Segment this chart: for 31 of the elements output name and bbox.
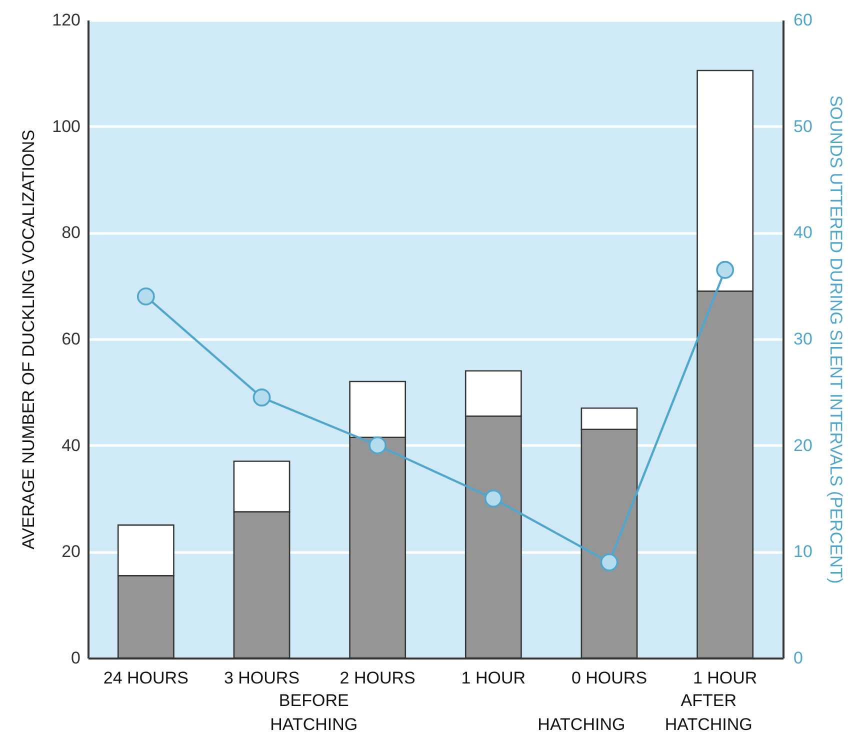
y2-tick-label: 20 bbox=[794, 436, 812, 455]
y2-tick-label: 0 bbox=[794, 648, 803, 668]
y2-tick-label: 50 bbox=[794, 116, 812, 136]
x-tick-label: 0 HOURS bbox=[571, 668, 648, 688]
y2-axis-title: SOUNDS UTTERED DURING SILENT INTERVALS (PERCENT) bbox=[826, 95, 846, 584]
point bbox=[252, 388, 271, 406]
point bbox=[716, 260, 734, 279]
y-tick-label: 40 bbox=[62, 436, 80, 455]
point bbox=[368, 436, 387, 454]
y-axis-title: AVERAGE NUMBER OF DUCKLING VOCALIZATIONS bbox=[19, 130, 38, 550]
text: BEFORE HATCHING bbox=[270, 690, 358, 736]
x-tick-label: 1 HOUR bbox=[461, 668, 526, 688]
point bbox=[600, 553, 618, 572]
text: AFTER HATCHING bbox=[664, 690, 752, 736]
point bbox=[136, 288, 155, 306]
y2-tick-label: 60 bbox=[794, 10, 812, 30]
x-tick-label: 2 HOURS bbox=[340, 668, 416, 688]
y2-tick-label: 30 bbox=[794, 330, 812, 348]
y-tick-label: 100 bbox=[52, 116, 80, 136]
y-tick-label: 0 bbox=[71, 648, 80, 668]
y2-tick-label: 40 bbox=[794, 223, 812, 242]
y-tick-label: 80 bbox=[62, 223, 80, 242]
text: HATCHING bbox=[538, 714, 626, 736]
x-tick-label: 1 HOUR bbox=[692, 668, 758, 688]
y-tick-label: 20 bbox=[62, 542, 80, 562]
x-tick-label: 24 HOURS bbox=[103, 668, 188, 688]
y2-tick-label: 10 bbox=[794, 542, 812, 562]
point bbox=[484, 490, 502, 508]
y-tick-label: 120 bbox=[52, 10, 80, 30]
x-tick-label: 3 HOURS bbox=[224, 668, 300, 688]
y-tick-label: 60 bbox=[62, 330, 80, 348]
